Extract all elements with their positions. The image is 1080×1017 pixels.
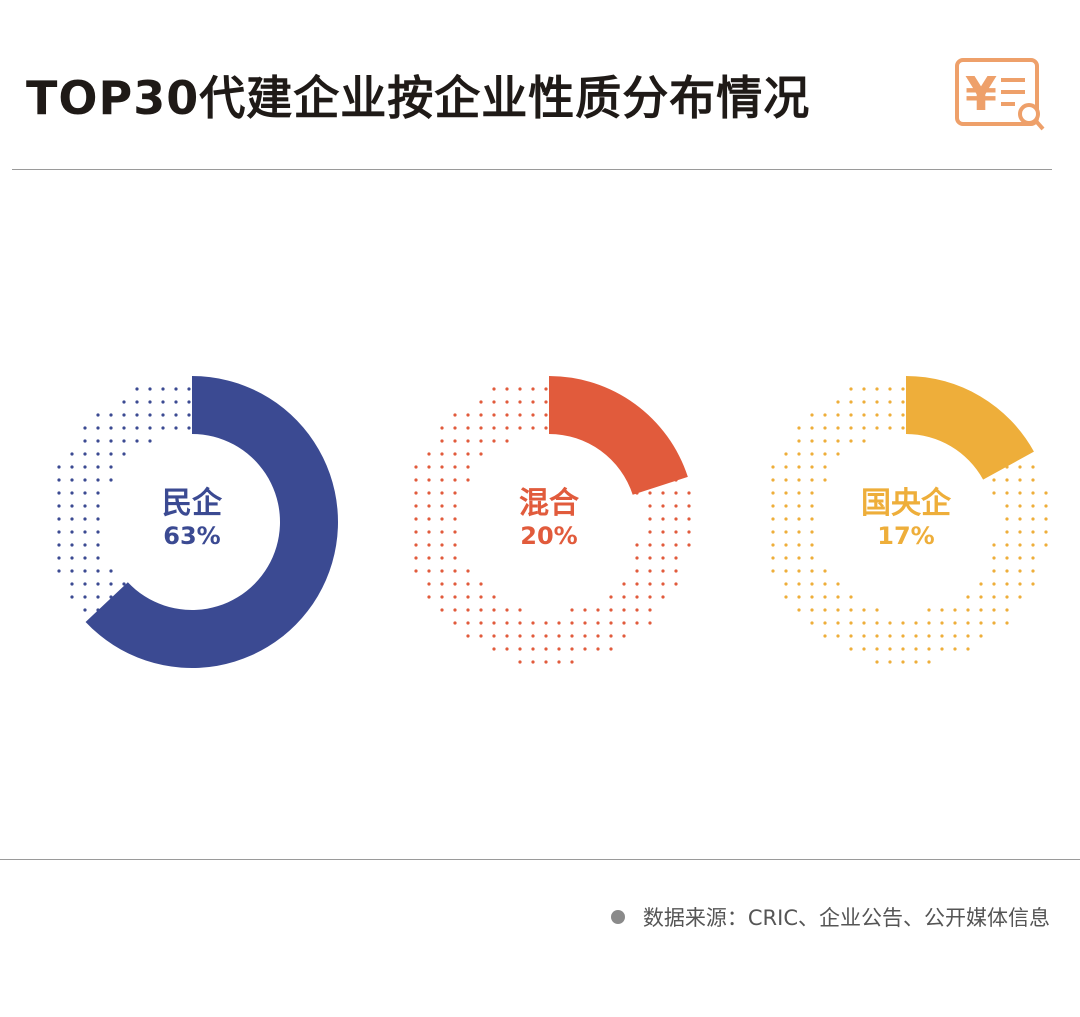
donut-svg	[57, 376, 338, 668]
donut-value-label: 20%	[520, 522, 578, 550]
bullet-dot-icon	[610, 910, 625, 924]
donut-value-label: 63%	[163, 522, 221, 550]
donut-chart-private: 民企 63%	[44, 374, 340, 670]
donut-category-label: 混合	[519, 486, 579, 521]
donut-svg	[414, 376, 691, 664]
page-title: TOP30代建企业按企业性质分布情况	[26, 71, 811, 125]
svg-text:¥: ¥	[965, 67, 997, 121]
donut-remainder-dots	[414, 387, 691, 664]
donut-category-label: 民企	[162, 486, 222, 521]
donut-category-label: 国央企	[861, 486, 951, 521]
donut-value-arc	[85, 376, 338, 668]
donut-svg	[771, 376, 1048, 664]
header-divider	[12, 169, 1052, 170]
source-text: 数据来源：CRIC、企业公告、公开媒体信息	[642, 906, 1050, 930]
source-note: 数据来源：CRIC、企业公告、公开媒体信息	[610, 902, 1050, 932]
donut-value-arc	[906, 376, 1034, 480]
donut-value-label: 17%	[877, 522, 935, 550]
donut-remainder-dots	[771, 387, 1048, 664]
donut-chart-mixed: 混合 20%	[401, 374, 697, 670]
footer-divider	[0, 859, 1080, 860]
donut-value-arc	[549, 376, 688, 495]
yuan-search-icon: ¥	[955, 58, 1045, 131]
donut-chart-state: 国央企 17%	[758, 374, 1054, 670]
